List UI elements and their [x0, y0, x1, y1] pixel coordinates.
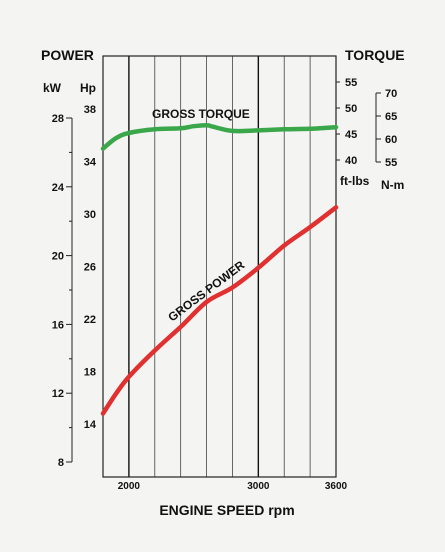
gross-torque-label: GROSS TORQUE — [152, 107, 250, 121]
x-tick-label: 3600 — [325, 481, 348, 492]
plot-frame — [102, 55, 337, 478]
ftlbs-tick-label: 45 — [345, 129, 357, 141]
hp-tick-label: 18 — [84, 367, 96, 379]
hp-tick-label: 14 — [84, 419, 97, 431]
x-tick-label: 3000 — [247, 481, 270, 492]
kw-tick-label: 16 — [52, 319, 64, 331]
x-tick-label: 2000 — [118, 481, 141, 492]
power-title: POWER — [41, 47, 94, 63]
kw-tick-label: 28 — [52, 113, 64, 125]
nm-tick-label: 60 — [385, 134, 397, 146]
hp-tick-label: 38 — [84, 104, 96, 116]
hp-tick-label: 34 — [84, 157, 97, 169]
series-group — [100, 122, 339, 416]
gross-torque-line — [100, 122, 339, 151]
ftlbs-tick-label: 55 — [345, 77, 357, 89]
x-axis: 2000 3000 3600 — [118, 481, 348, 492]
kw-tick-label: 20 — [52, 251, 64, 263]
kw-tick-label: 24 — [52, 182, 65, 194]
kw-tick-label: 12 — [52, 388, 64, 400]
hp-axis: 38 34 30 26 22 18 14 — [84, 104, 97, 431]
gross-power-line — [100, 205, 339, 416]
nm-tick-label: 55 — [385, 157, 397, 169]
hp-tick-label: 22 — [84, 314, 96, 326]
x-axis-title: ENGINE SPEED rpm — [159, 502, 294, 518]
ftlbs-axis: 55 50 45 40 — [336, 77, 357, 167]
hp-unit-label: Hp — [80, 81, 96, 95]
ftlbs-tick-label: 40 — [345, 155, 357, 167]
ftlbs-tick-label: 50 — [345, 103, 357, 115]
nm-tick-label: 70 — [385, 88, 397, 100]
kw-axis: 28 24 20 16 12 8 — [52, 113, 73, 469]
nm-axis: 70 65 60 55 — [375, 88, 397, 169]
hp-tick-label: 30 — [84, 209, 96, 221]
kw-unit-label: kW — [43, 81, 62, 95]
torque-title: TORQUE — [345, 47, 405, 63]
nm-tick-label: 65 — [385, 111, 397, 123]
hp-tick-label: 26 — [84, 262, 96, 274]
nm-unit-label: N-m — [381, 178, 404, 192]
ftlbs-unit-label: ft-lbs — [340, 174, 370, 188]
kw-tick-label: 8 — [58, 457, 64, 469]
